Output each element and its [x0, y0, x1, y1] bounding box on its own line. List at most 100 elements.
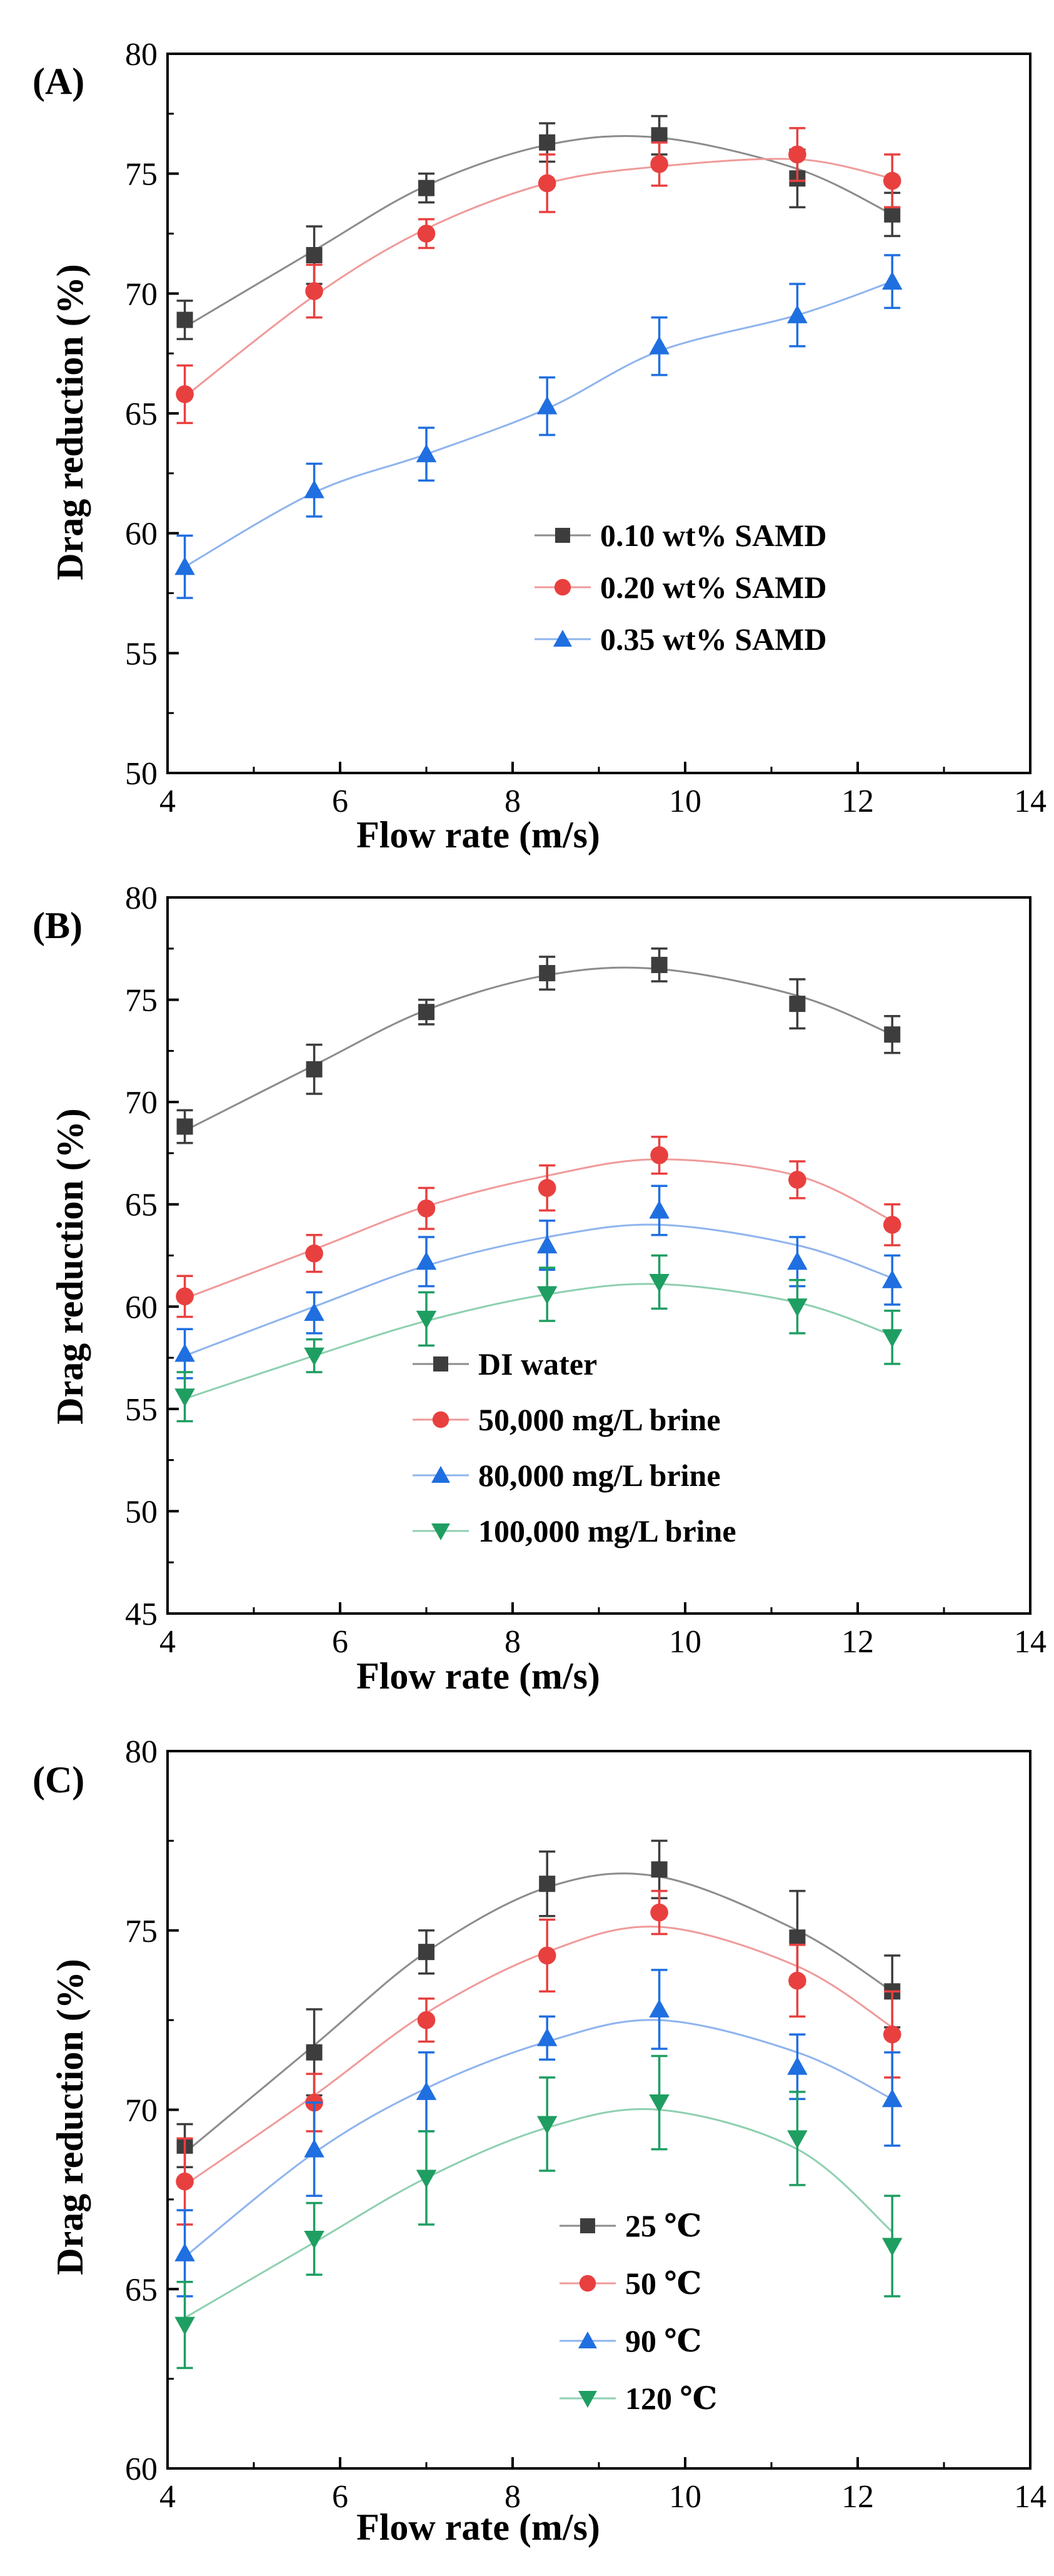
y-tick-label: 75 [125, 1914, 158, 1949]
data-point [306, 2044, 323, 2061]
legend-entry: 0.20 wt% SAMD [535, 570, 826, 605]
legend-symbol [579, 2275, 596, 2292]
legend-marker [535, 528, 591, 543]
data-point [536, 2116, 558, 2134]
data-point [539, 1876, 556, 1892]
data-point [787, 2130, 808, 2149]
x-tick-label: 4 [159, 784, 176, 819]
data-point [536, 1235, 558, 1254]
x-tick-label: 6 [332, 784, 348, 819]
x-tick-label: 6 [332, 2479, 348, 2515]
legend-label: 100,000 mg/L brine [478, 1513, 736, 1548]
data-point [536, 2028, 558, 2046]
data-point [417, 225, 436, 243]
x-tick-label: 12 [841, 784, 874, 819]
series [176, 947, 901, 1144]
x-axis-title: Flow rate (m/s) [356, 814, 600, 856]
legend-entry: 50 ℃ [560, 2266, 701, 2301]
x-axis-title: Flow rate (m/s) [356, 1655, 600, 1697]
x-tick-label: 14 [1014, 2479, 1046, 2515]
legend-marker [413, 1466, 469, 1483]
x-tick-label: 4 [159, 1624, 176, 1660]
y-tick-label: 70 [125, 1085, 158, 1121]
data-point [787, 305, 808, 323]
data-point [881, 2089, 903, 2108]
data-point [884, 1026, 901, 1043]
series [174, 1184, 903, 1380]
data-point [536, 396, 558, 415]
y-tick-label: 50 [125, 756, 158, 792]
y-tick-label: 70 [125, 276, 158, 312]
legend-marker [560, 2275, 616, 2292]
legend-symbol [433, 1356, 448, 1371]
legend-marker [413, 1523, 469, 1540]
data-point [416, 2169, 437, 2188]
legend-label: 90 ℃ [625, 2323, 701, 2358]
panel-b: 4 6 8 10 12 14 45 50 55 60 65 70 75 80 (B) Flow rate … [33, 881, 1046, 1697]
x-tick-label: 12 [841, 2479, 874, 2515]
series [176, 1839, 901, 2169]
legend-marker [535, 630, 591, 647]
y-tick-label: 55 [125, 1392, 158, 1428]
y-tick-label: 80 [125, 1734, 158, 1770]
y-tick-label: 55 [125, 636, 158, 672]
legend-label: 50 ℃ [625, 2266, 701, 2301]
y-tick-label: 65 [125, 1188, 158, 1223]
legend-symbol [431, 1466, 450, 1483]
plot-area: 4 6 8 10 12 14 45 50 55 60 65 70 75 80 [125, 881, 1046, 1660]
legend-label: 0.20 wt% SAMD [600, 570, 826, 605]
x-tick-label: 14 [1014, 1624, 1046, 1660]
data-point [304, 480, 324, 498]
data-point [416, 1310, 437, 1330]
series [174, 1254, 903, 1423]
x-tick-label: 12 [841, 1624, 874, 1660]
legend-label: 120 ℃ [625, 2381, 717, 2416]
data-point [788, 1171, 806, 1189]
y-tick-label: 45 [125, 1597, 158, 1632]
data-point [306, 1061, 323, 1078]
legend-label: 50,000 mg/L brine [478, 1402, 721, 1437]
y-axis-title: Drag reduction (%) [49, 1959, 91, 2275]
legend-symbol [431, 1523, 450, 1540]
data-point [304, 1302, 324, 1321]
legend-symbol [555, 528, 570, 543]
data-point [174, 1343, 195, 1362]
x-axis-title: Flow rate (m/s) [356, 2507, 600, 2548]
x-tick-label: 4 [159, 2479, 176, 2515]
data-point [418, 179, 434, 196]
data-point [176, 311, 193, 328]
legend: 25 ℃ 50 ℃ 90 ℃ 120 ℃ [560, 2208, 717, 2416]
y-axis-title: Drag reduction (%) [49, 264, 91, 580]
data-point [174, 2316, 195, 2335]
data-point [538, 1179, 556, 1197]
data-point [418, 1004, 434, 1021]
data-point [649, 336, 670, 355]
data-point [174, 2243, 195, 2261]
legend-entry: 0.35 wt% SAMD [535, 622, 826, 657]
legend-symbol [432, 1411, 449, 1428]
legend-marker [535, 578, 591, 596]
data-point [883, 1216, 901, 1234]
series [176, 1889, 901, 2226]
data-point [789, 996, 806, 1013]
legend-marker [413, 1356, 469, 1371]
data-point [883, 171, 901, 190]
x-tick-label: 6 [332, 1624, 348, 1660]
y-tick-label: 60 [125, 2452, 158, 2487]
y-tick-label: 70 [125, 2093, 158, 2129]
data-point [787, 1298, 808, 1317]
data-point [417, 2011, 436, 2029]
data-point [539, 134, 556, 151]
data-point [305, 282, 323, 300]
legend-entry: 50,000 mg/L brine [413, 1402, 721, 1437]
legend-entry: 120 ℃ [560, 2381, 717, 2416]
data-point [304, 1347, 324, 1366]
data-point [176, 385, 194, 403]
data-point [304, 2139, 324, 2158]
data-point [881, 1270, 903, 1288]
data-point [176, 2172, 194, 2191]
data-point [649, 1274, 670, 1293]
data-point [649, 1999, 670, 2018]
x-tick-label: 8 [504, 784, 521, 819]
